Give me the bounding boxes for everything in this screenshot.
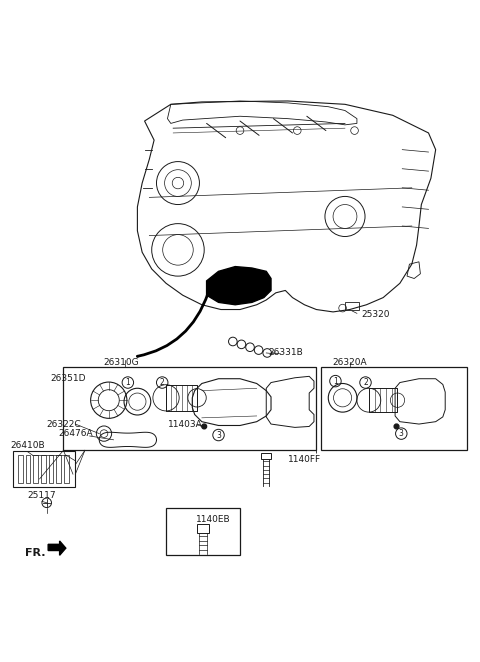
Text: 2: 2 [160, 378, 165, 387]
Text: 26331B: 26331B [268, 348, 303, 357]
Bar [64, 455, 69, 483]
Text: 2: 2 [363, 378, 368, 387]
Polygon shape [48, 541, 66, 555]
Bar [197, 524, 209, 533]
Bar [26, 455, 31, 483]
Bar [166, 385, 197, 411]
Text: 26410B: 26410B [11, 441, 45, 450]
Text: 11403A: 11403A [168, 420, 203, 428]
Text: 3: 3 [399, 429, 404, 438]
Bar [262, 453, 271, 459]
Bar [345, 303, 360, 310]
Bar [41, 455, 46, 483]
Bar [48, 455, 53, 483]
FancyArrowPatch shape [138, 293, 208, 356]
Bar [13, 451, 75, 487]
Text: 26476A: 26476A [58, 429, 93, 438]
Bar [369, 389, 397, 412]
Circle shape [202, 424, 206, 429]
Text: 1140EB: 1140EB [196, 515, 231, 524]
Polygon shape [206, 267, 271, 305]
Bar [34, 455, 38, 483]
Bar [56, 455, 61, 483]
Text: 1: 1 [333, 377, 338, 385]
Text: 25320: 25320 [362, 310, 390, 319]
Text: FR.: FR. [25, 548, 46, 558]
Text: 26351D: 26351D [50, 374, 86, 383]
Text: 25117: 25117 [28, 491, 56, 500]
Circle shape [394, 424, 399, 429]
Bar [63, 367, 316, 450]
Text: 26310G: 26310G [103, 357, 139, 367]
Text: 1140FF: 1140FF [288, 455, 321, 464]
Text: 1: 1 [125, 378, 130, 387]
Text: 3: 3 [216, 430, 221, 440]
Bar [166, 508, 240, 555]
Bar [321, 367, 467, 450]
Text: 26320A: 26320A [333, 357, 367, 367]
Text: 26322C: 26322C [46, 420, 81, 428]
Bar [18, 455, 23, 483]
